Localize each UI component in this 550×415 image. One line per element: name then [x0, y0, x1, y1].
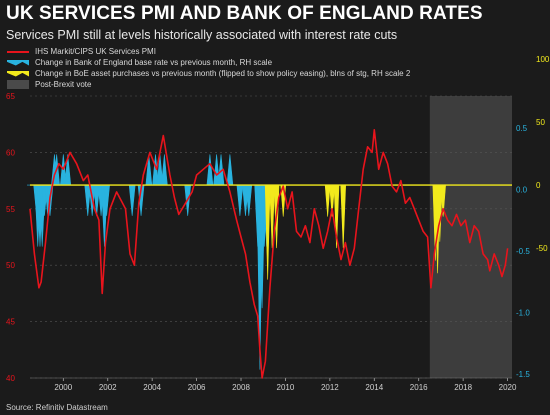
x-tick-label: 2006: [188, 383, 206, 392]
asset-bar: [340, 184, 347, 249]
x-tick-label: 2000: [54, 383, 72, 392]
left-tick-label: 40: [6, 374, 15, 383]
right-tick-label: -0.5: [516, 247, 530, 256]
legend-swatch-post-brexit: [7, 80, 29, 89]
left-tick-label: 65: [6, 92, 15, 101]
right-tick-label: -1.0: [516, 309, 530, 318]
x-tick-label: 2016: [410, 383, 428, 392]
x-tick-label: 2004: [143, 383, 161, 392]
x-tick-label: 2014: [365, 383, 383, 392]
right2-tick-label: 150: [536, 0, 550, 1]
legend: IHS Markit/CIPS UK Services PMI Change i…: [7, 46, 410, 90]
left-tick-label: 60: [6, 148, 15, 157]
rate-bar: [236, 184, 244, 216]
left-tick-label: 45: [6, 318, 15, 327]
right2-tick-label: -50: [536, 244, 548, 253]
left-tick-label: 50: [6, 261, 15, 270]
right-tick-label: -1.5: [516, 370, 530, 379]
chart-title: UK SERVICES PMI AND BANK OF ENGLAND RATE…: [6, 3, 483, 24]
rate-bar: [128, 184, 136, 216]
right2-tick-label: 100: [536, 55, 550, 64]
right-tick-label: 0.0: [516, 186, 528, 195]
x-tick-label: 2008: [232, 383, 250, 392]
legend-swatch-pmi: [7, 50, 29, 53]
right-tick-label: 0.5: [516, 124, 528, 133]
legend-item-asset-purchases: Change in BoE asset purchases vs previou…: [7, 68, 410, 79]
right2-tick-label: 0: [536, 181, 541, 190]
rate-bar: [145, 154, 153, 186]
legend-label-pmi: IHS Markit/CIPS UK Services PMI: [35, 47, 156, 56]
legend-item-pmi: IHS Markit/CIPS UK Services PMI: [7, 46, 410, 57]
source-note: Source: Refinitiv Datastream: [6, 403, 108, 412]
x-tick-label: 2010: [277, 383, 295, 392]
right2-tick-label: 50: [536, 118, 545, 127]
legend-swatch-base-rate: [7, 59, 29, 66]
legend-item-post-brexit: Post-Brexit vote: [7, 79, 410, 90]
legend-label-base-rate: Change in Bank of England base rate vs p…: [35, 58, 273, 67]
legend-label-asset-purchases: Change in BoE asset purchases vs previou…: [35, 69, 411, 78]
pmi-line: [29, 129, 509, 379]
left-tick-label: 55: [6, 205, 15, 214]
asset-bar: [324, 184, 331, 217]
x-tick-label: 2018: [454, 383, 472, 392]
x-tick-label: 2020: [499, 383, 517, 392]
legend-swatch-asset-purchases: [7, 70, 29, 77]
x-tick-label: 2002: [99, 383, 117, 392]
chart-subtitle: Services PMI still at levels historicall…: [6, 28, 398, 42]
rate-bar: [206, 154, 214, 186]
x-tick-label: 2012: [321, 383, 339, 392]
rate-bar: [226, 154, 234, 186]
legend-label-post-brexit: Post-Brexit vote: [35, 80, 92, 89]
legend-item-base-rate: Change in Bank of England base rate vs p…: [7, 57, 410, 68]
